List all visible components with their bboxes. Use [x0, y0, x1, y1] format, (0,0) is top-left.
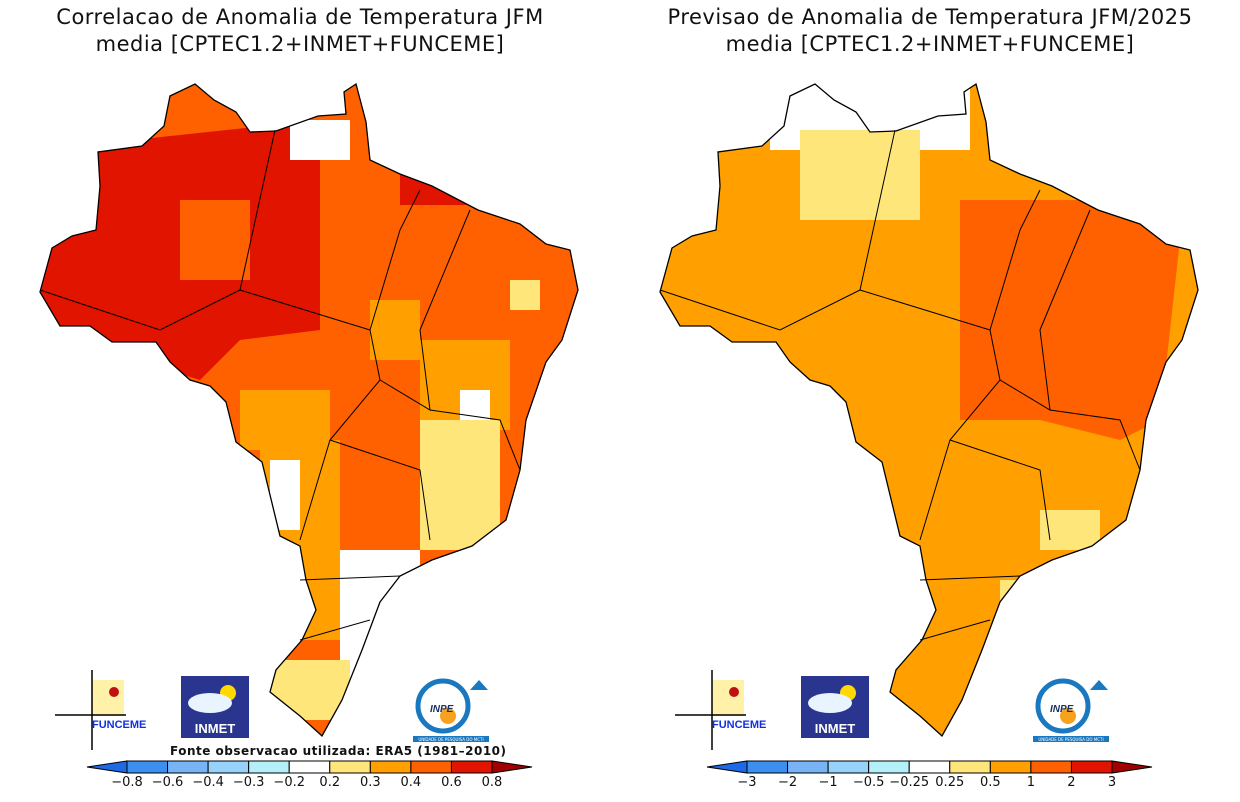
left-colorbar-label: −0.2 [273, 775, 306, 790]
left-colorbar-label: 0.2 [319, 775, 341, 790]
funceme-logo-right: FUNCEME [675, 670, 766, 750]
right-map-forecast [659, 83, 1199, 737]
left-colorbar [86, 760, 533, 774]
right-title-line2: media [CPTEC1.2+INMET+FUNCEME] [725, 32, 1135, 56]
colorbar-bin [288, 760, 331, 774]
left-colorbar-label: 0.8 [481, 775, 503, 790]
right-colorbar-label: 3 [1107, 775, 1117, 790]
colorbar-bin [1030, 760, 1072, 774]
svg-text:INMET: INMET [815, 721, 856, 736]
right-state-borders [659, 129, 1141, 641]
colorbar-low-arrow [86, 760, 128, 774]
colorbar-bin [369, 760, 412, 774]
right-map-fill [660, 84, 1198, 736]
colorbar-bin [1070, 760, 1113, 774]
right-colorbar-label: 0.5 [979, 775, 1001, 790]
inpe-logo-left: INPE UNIDADE DE PESQUISA DO MCTI [413, 678, 489, 742]
svg-text:INMET: INMET [195, 721, 236, 736]
left-colorbar-label: −0.4 [192, 775, 224, 790]
colorbar-bin [827, 760, 870, 774]
colorbar-bin [167, 760, 209, 774]
colorbar-bin [207, 760, 250, 774]
left-colorbar-label: −0.3 [232, 775, 265, 790]
right-colorbar-label: −2 [777, 775, 798, 790]
inpe-logo-right: INPE UNIDADE DE PESQUISA DO MCTI [1033, 678, 1109, 742]
left-colorbar-label: 0.6 [441, 775, 462, 790]
colorbar-bin [248, 760, 290, 774]
left-title-line2: media [CPTEC1.2+INMET+FUNCEME] [95, 32, 505, 56]
right-colorbar-label: 2 [1067, 775, 1076, 790]
right-title-line1: Previsao de Anomalia de Temperatura JFM/… [667, 5, 1193, 29]
colorbar-bin [746, 760, 789, 774]
svg-text:UNIDADE DE PESQUISA DO MCTI: UNIDADE DE PESQUISA DO MCTI [1038, 737, 1103, 742]
svg-text:UNIDADE DE PESQUISA DO MCTI: UNIDADE DE PESQUISA DO MCTI [418, 737, 483, 742]
left-map-title: Correlacao de Anomalia de Temperatura JF… [0, 4, 600, 58]
colorbar-bin [949, 760, 991, 774]
inmet-logo-left: INMET [181, 676, 249, 738]
left-title-line1: Correlacao de Anomalia de Temperatura JF… [56, 5, 544, 29]
colorbar-high-arrow [1111, 760, 1153, 774]
left-colorbar-label: 0.3 [359, 775, 381, 790]
svg-text:FUNCEME: FUNCEME [712, 719, 766, 731]
funceme-logo-left: FUNCEME [55, 670, 146, 750]
right-map-title: Previsao de Anomalia de Temperatura JFM/… [620, 4, 1240, 58]
left-colorbar-label: 0.4 [400, 775, 422, 790]
colorbar-bin [787, 760, 829, 774]
colorbar-bin [450, 760, 493, 774]
right-colorbar-label: −1 [818, 775, 838, 790]
colorbar-bin [908, 760, 951, 774]
colorbar-bin [868, 760, 910, 774]
left-colorbar-label: −0.8 [111, 775, 143, 790]
left-map-correlation [39, 83, 579, 737]
inmet-logo-right: INMET [801, 676, 869, 738]
colorbar-bin [410, 760, 452, 774]
colorbar-high-arrow [491, 760, 533, 774]
left-state-borders [39, 129, 521, 641]
left-colorbar-label: −0.6 [151, 775, 184, 790]
right-colorbar-label: 1 [1026, 775, 1036, 790]
colorbar-bin [329, 760, 371, 774]
left-map-fill [40, 84, 578, 736]
colorbar-low-arrow [706, 760, 748, 774]
svg-text:FUNCEME: FUNCEME [92, 719, 146, 731]
colorbar-bin [989, 760, 1032, 774]
colorbar-bin [126, 760, 169, 774]
right-colorbar-label: 0.25 [935, 775, 965, 790]
source-note: Fonte observacao utilizada: ERA5 (1981–2… [170, 744, 507, 758]
svg-text:INPE: INPE [1050, 704, 1074, 715]
svg-text:INPE: INPE [430, 704, 454, 715]
right-colorbar-label: −0.5 [852, 775, 885, 790]
right-colorbar-label: −3 [737, 775, 757, 790]
right-colorbar [706, 760, 1153, 774]
right-colorbar-label: −0.25 [889, 775, 930, 790]
